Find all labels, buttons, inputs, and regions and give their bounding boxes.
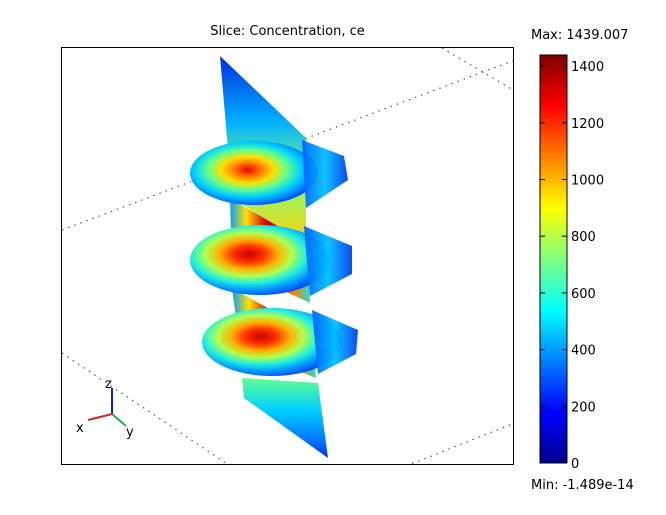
colorbar-tick-label: 1000 xyxy=(571,173,604,188)
axis-x-label: x xyxy=(76,421,84,436)
colorbar-gradient xyxy=(539,54,568,464)
axis-x-line xyxy=(87,413,113,421)
axis-z-label: z xyxy=(105,377,112,392)
colorbar-tick-label: 200 xyxy=(571,400,596,415)
colorbar-tick-label: 0 xyxy=(571,457,579,472)
axis-y-line xyxy=(111,413,127,427)
colorbar-tick-label: 1200 xyxy=(571,117,604,132)
colorbar-ticks: 0 200 400 600 800 1000 1200 1400 xyxy=(540,60,604,472)
disc-slice-middle xyxy=(190,225,352,296)
plot-area: z x y xyxy=(61,47,514,465)
colorbar-tick-label: 600 xyxy=(571,287,596,302)
axis-triad: z x y xyxy=(76,377,134,440)
chart-title: Slice: Concentration, ce xyxy=(210,24,365,39)
colorbar-min-label: Min: -1.489e-14 xyxy=(531,478,634,493)
axis-y-label: y xyxy=(126,425,134,440)
colorbar-tick-label: 1400 xyxy=(571,60,604,75)
slice-plot-svg: z x y xyxy=(62,48,513,464)
disc-slice-top xyxy=(190,140,348,208)
colorbar-tick-label: 400 xyxy=(571,344,596,359)
colorbar-tick-label: 800 xyxy=(571,230,596,245)
colorbar-max-label: Max: 1439.007 xyxy=(531,28,629,43)
disc-slice-bottom xyxy=(202,308,358,376)
